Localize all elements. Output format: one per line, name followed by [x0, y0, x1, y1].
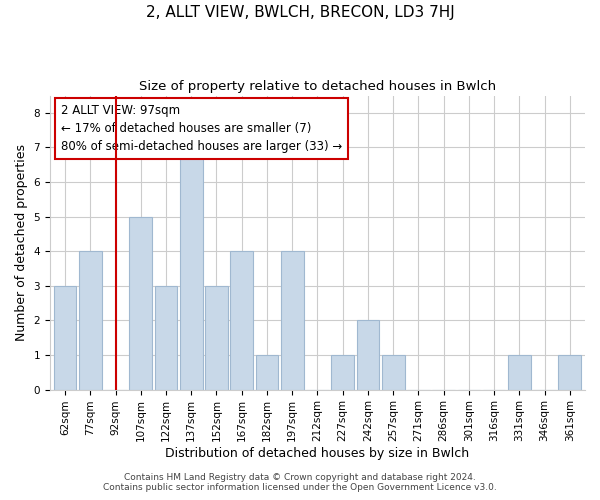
Bar [356, 320, 379, 390]
X-axis label: Distribution of detached houses by size in Bwlch: Distribution of detached houses by size … [166, 447, 470, 460]
Bar [180, 148, 203, 390]
Bar [508, 355, 531, 390]
Bar [130, 216, 152, 390]
Bar [382, 355, 404, 390]
Text: 2 ALLT VIEW: 97sqm
← 17% of detached houses are smaller (7)
80% of semi-detached: 2 ALLT VIEW: 97sqm ← 17% of detached hou… [61, 104, 342, 154]
Text: Contains HM Land Registry data © Crown copyright and database right 2024.
Contai: Contains HM Land Registry data © Crown c… [103, 473, 497, 492]
Bar [331, 355, 354, 390]
Bar [155, 286, 178, 390]
Bar [281, 251, 304, 390]
Bar [256, 355, 278, 390]
Bar [53, 286, 76, 390]
Bar [79, 251, 101, 390]
Bar [230, 251, 253, 390]
Bar [205, 286, 228, 390]
Title: Size of property relative to detached houses in Bwlch: Size of property relative to detached ho… [139, 80, 496, 93]
Y-axis label: Number of detached properties: Number of detached properties [15, 144, 28, 341]
Bar [559, 355, 581, 390]
Text: 2, ALLT VIEW, BWLCH, BRECON, LD3 7HJ: 2, ALLT VIEW, BWLCH, BRECON, LD3 7HJ [146, 5, 454, 20]
